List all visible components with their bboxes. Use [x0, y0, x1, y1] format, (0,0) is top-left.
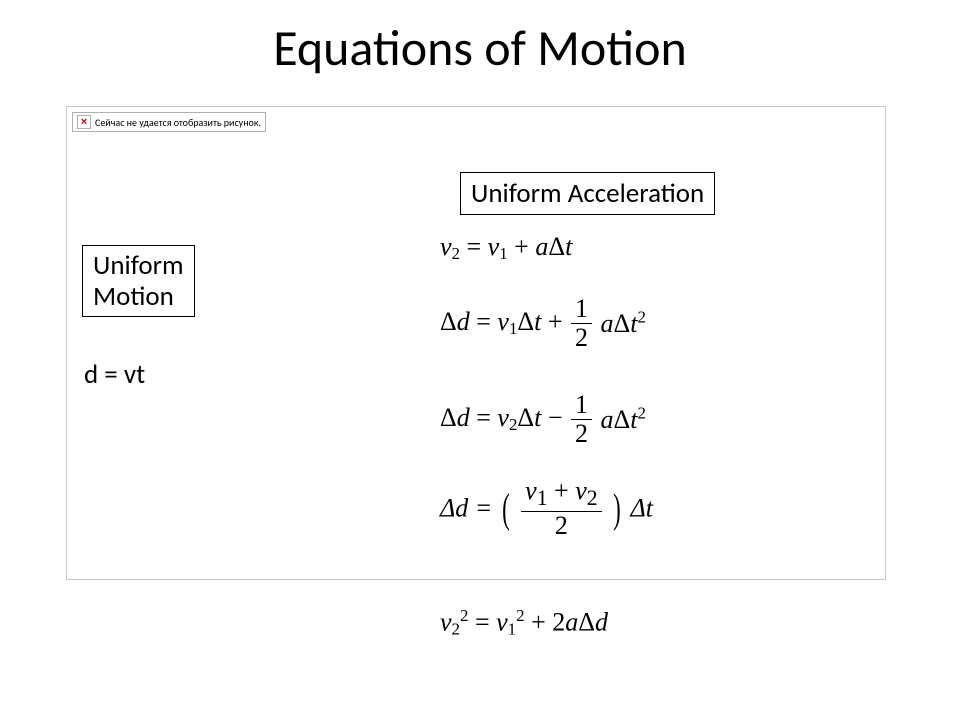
- broken-image-placeholder: × Сейчас не удается отобразить рисунок.: [72, 112, 266, 132]
- uniform-motion-line2: Motion: [93, 280, 174, 313]
- equation-5: v22 = v12 + 2aΔd: [440, 606, 608, 640]
- equation-2: Δd = v1Δt + 12 aΔt2: [440, 296, 646, 351]
- broken-image-text: Сейчас не удается отобразить рисунок.: [95, 116, 261, 129]
- uniform-motion-line1: Uniform: [93, 249, 184, 282]
- uniform-motion-equation: d = vt: [84, 358, 145, 391]
- equation-1: v2 = v1 + aΔt: [440, 232, 572, 264]
- broken-image-icon: ×: [77, 115, 91, 129]
- equation-3: Δd = v2Δt − 12 aΔt2: [440, 392, 646, 447]
- slide-title: Equations of Motion: [0, 18, 960, 79]
- uniform-acceleration-heading: Uniform Acceleration: [471, 177, 704, 210]
- slide: Equations of Motion × Сейчас не удается …: [0, 0, 960, 720]
- equation-4: Δd = ( v1 + v2 2 ) Δt: [440, 478, 653, 539]
- uniform-acceleration-heading-box: Uniform Acceleration: [460, 172, 715, 215]
- uniform-motion-heading-box: Uniform Motion: [82, 245, 195, 317]
